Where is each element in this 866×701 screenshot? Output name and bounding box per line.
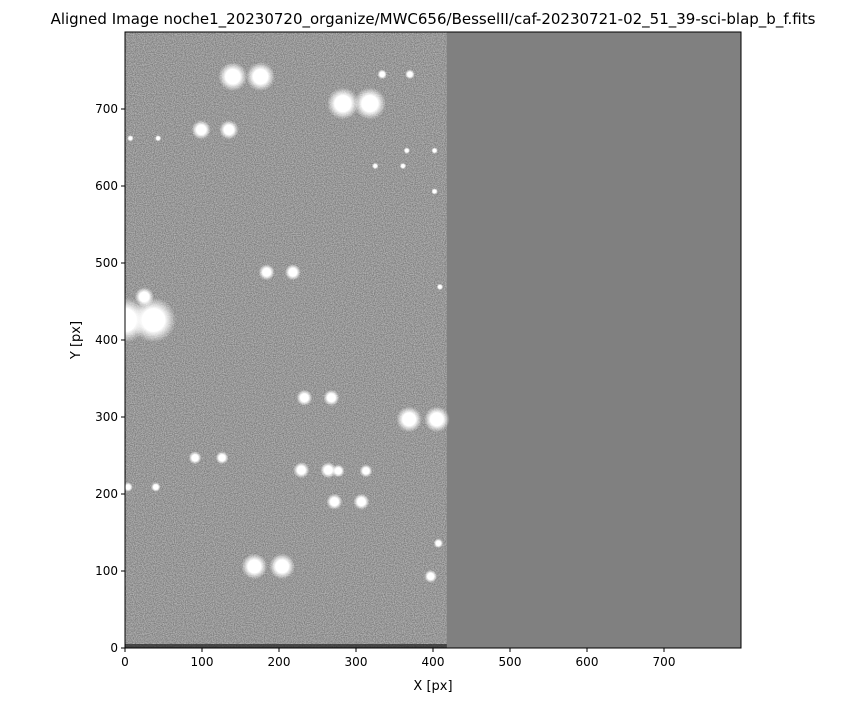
star-34 [357,497,366,506]
star-7 [223,124,235,135]
star-21 [300,393,309,402]
star-9 [156,136,160,140]
star-28 [324,465,333,475]
y-tick-label: 0 [110,641,118,655]
star-2 [334,95,352,113]
star-4 [379,71,385,77]
star-13 [401,164,405,168]
star-23 [402,412,416,427]
star-0 [225,69,241,85]
x-tick-label: 500 [499,655,522,669]
star-30 [362,467,370,475]
star-8 [128,136,133,140]
image-noise [125,32,447,648]
chart-title: Aligned Image noche1_20230720_organize/M… [51,10,816,29]
star-12 [373,164,377,168]
star-16 [288,267,298,277]
star-20 [438,285,442,289]
y-tick-label: 400 [95,333,118,347]
y-axis-label: Y [px] [69,321,84,360]
star-10 [405,148,409,153]
y-tick-label: 500 [95,256,118,270]
star-37 [275,559,289,574]
x-tick-label: 300 [345,655,368,669]
stars-layer [102,62,450,583]
y-tick-label: 700 [95,102,118,116]
y-tick-label: 200 [95,487,118,501]
star-38 [427,572,435,580]
star-19 [141,308,166,332]
x-tick-label: 200 [268,655,291,669]
x-axis-label: X [px] [413,679,452,694]
bottom-row-artifact [125,644,447,648]
star-14 [432,189,437,194]
star-15 [262,267,271,277]
x-axis-ticks: 0 100 200 300 400 500 600 700 [121,648,675,669]
x-tick-label: 100 [191,655,214,669]
y-tick-label: 600 [95,179,118,193]
star-1 [252,69,269,85]
y-tick-label: 300 [95,410,118,424]
y-axis-ticks: 0 100 200 300 400 500 600 700 [95,102,125,655]
star-33 [330,497,339,506]
plot-area [102,31,742,649]
star-6 [196,124,207,135]
y-tick-label: 100 [95,564,118,578]
x-tick-label: 700 [653,655,676,669]
star-22 [327,393,336,402]
star-5 [407,71,413,77]
star-11 [432,148,437,153]
star-26 [218,454,226,462]
x-tick-label: 600 [576,655,599,669]
star-35 [435,540,441,546]
star-25 [191,454,199,462]
x-tick-label: 400 [422,655,445,669]
star-24 [430,412,444,427]
star-3 [361,95,379,113]
star-27 [297,465,306,475]
star-32 [153,484,159,490]
star-31 [125,484,131,490]
star-29 [334,467,342,475]
x-tick-label: 0 [121,655,129,669]
star-36 [247,559,262,574]
